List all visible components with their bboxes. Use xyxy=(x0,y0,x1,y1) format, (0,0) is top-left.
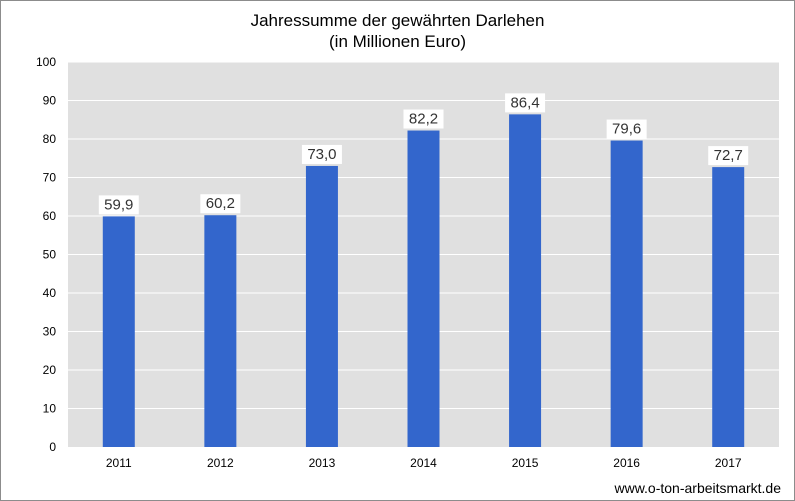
y-tick-label: 40 xyxy=(43,286,57,300)
data-label-2014: 82,2 xyxy=(409,111,438,128)
data-label-2015: 86,4 xyxy=(510,94,539,111)
x-tick-label-2014: 2014 xyxy=(410,456,437,470)
bar-2014 xyxy=(407,130,440,447)
y-tick-label: 90 xyxy=(43,94,57,108)
bar-2017 xyxy=(712,167,745,448)
data-label-2017: 72,7 xyxy=(714,147,743,164)
data-label-box xyxy=(98,195,139,215)
y-tick-label: 50 xyxy=(43,248,57,262)
y-tick-label: 70 xyxy=(43,171,57,185)
y-tick-label: 100 xyxy=(36,55,56,69)
bar-2011 xyxy=(102,216,135,447)
y-tick-label: 10 xyxy=(43,402,57,416)
y-tick-label: 20 xyxy=(43,363,57,377)
chart-title: Jahressumme der gewährten Darlehen xyxy=(250,11,545,30)
x-tick-label-2017: 2017 xyxy=(715,456,742,470)
x-tick-label-2011: 2011 xyxy=(106,456,132,470)
x-tick-label-2015: 2015 xyxy=(512,456,539,470)
data-label-box xyxy=(301,144,342,164)
data-label-2016: 79,6 xyxy=(612,121,641,138)
x-tick-label-2016: 2016 xyxy=(613,456,640,470)
data-label-2012: 60,2 xyxy=(206,195,235,212)
data-label-2011: 59,9 xyxy=(104,196,133,213)
data-label-box xyxy=(708,146,749,166)
x-tick-label-2012: 2012 xyxy=(207,456,234,470)
x-tick-label-2013: 2013 xyxy=(309,456,336,470)
y-tick-label: 30 xyxy=(43,325,57,339)
y-tick-label: 60 xyxy=(43,209,57,223)
chart-title-block: Jahressumme der gewährten Darlehen (in M… xyxy=(0,10,795,52)
bar-2016 xyxy=(610,140,643,448)
data-label-box xyxy=(200,194,241,214)
data-label-box xyxy=(606,119,647,139)
data-label-box xyxy=(505,93,546,113)
y-tick-label: 80 xyxy=(43,132,57,146)
source-credit: www.o-ton-arbeitsmarkt.de xyxy=(614,480,781,496)
bar-2012 xyxy=(204,215,237,447)
data-labels: 59,9 60,2 73,0 82,2 86,4 79,6 72,7 xyxy=(98,93,749,215)
bars xyxy=(102,114,745,448)
y-axis: 0 10 20 30 40 50 60 70 80 90 100 xyxy=(36,55,56,454)
data-label-2013: 73,0 xyxy=(307,146,336,163)
bar-2013 xyxy=(305,165,338,447)
y-tick-label: 0 xyxy=(49,440,56,454)
x-axis: 2011 2012 2013 2014 2015 2016 2017 xyxy=(106,456,742,470)
data-label-box xyxy=(403,109,444,129)
bar-2015 xyxy=(509,114,542,448)
chart-subtitle: (in Millionen Euro) xyxy=(329,32,466,51)
